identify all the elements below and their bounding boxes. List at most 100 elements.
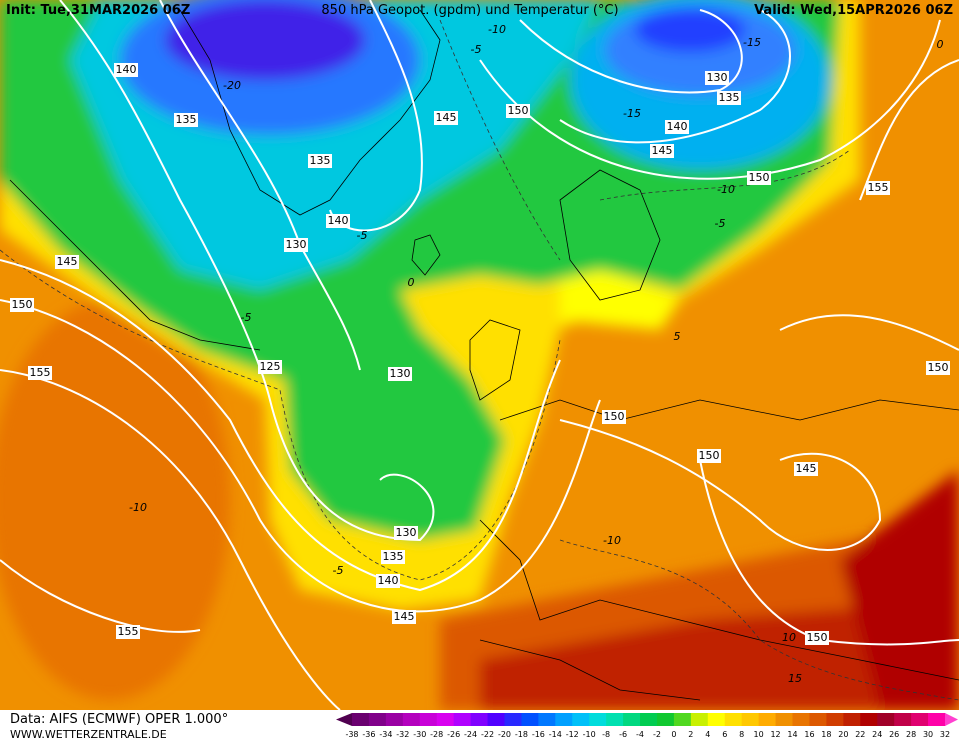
temperature-label: 10 bbox=[782, 631, 796, 644]
legend-label: -14 bbox=[549, 730, 562, 739]
legend-swatch bbox=[843, 713, 861, 726]
legend-swatch bbox=[623, 713, 641, 726]
geopotential-label: 130 bbox=[286, 238, 307, 251]
legend-swatch bbox=[538, 713, 556, 726]
legend-label: 4 bbox=[705, 730, 710, 739]
legend-label: -28 bbox=[430, 730, 443, 739]
geopotential-labels: 140 135 135 140 130 145 150 155 125 130 150 145 130 1… bbox=[10, 63, 950, 645]
legend-swatch bbox=[809, 713, 827, 726]
legend-swatch bbox=[928, 713, 946, 726]
temperature-label: -20 bbox=[223, 79, 241, 92]
legend-swatch bbox=[758, 713, 777, 726]
label-box bbox=[174, 113, 198, 127]
legend-label: 18 bbox=[821, 730, 831, 739]
legend-swatch bbox=[792, 713, 810, 726]
geopotential-label: 150 bbox=[699, 449, 720, 462]
valid-time: Valid: Wed,15APR2026 06Z bbox=[754, 3, 953, 18]
legend-label: -18 bbox=[515, 730, 528, 739]
geopotential-label: 145 bbox=[796, 462, 817, 475]
geopotential-label: 150 bbox=[749, 171, 770, 184]
legend-label: 6 bbox=[722, 730, 727, 739]
label-box bbox=[381, 550, 405, 564]
geopotential-label: 150 bbox=[928, 361, 949, 374]
legend-label: 26 bbox=[889, 730, 899, 739]
geopotential-label: 155 bbox=[868, 181, 889, 194]
legend-arrow bbox=[945, 713, 958, 726]
init-time: Init: Tue,31MAR2026 06Z bbox=[6, 3, 190, 18]
geopotential-label: 125 bbox=[260, 360, 281, 373]
geopotential-label: 130 bbox=[707, 71, 728, 84]
geopotential-label: 140 bbox=[328, 214, 349, 227]
legend-label: -26 bbox=[447, 730, 460, 739]
legend-swatch bbox=[860, 713, 878, 726]
temperature-label: 15 bbox=[788, 672, 802, 685]
legend-swatch bbox=[640, 713, 658, 726]
legend-swatch bbox=[707, 713, 726, 726]
geopotential-label: 145 bbox=[394, 610, 415, 623]
legend-label: 10 bbox=[754, 730, 764, 739]
label-box bbox=[388, 367, 412, 381]
temperature-label: -5 bbox=[715, 217, 726, 230]
label-box bbox=[650, 144, 674, 158]
label-box bbox=[705, 71, 729, 85]
label-box bbox=[114, 63, 138, 77]
label-box bbox=[506, 104, 530, 118]
geopotential-label: 150 bbox=[508, 104, 529, 117]
label-box bbox=[376, 574, 400, 588]
legend-label: 14 bbox=[787, 730, 797, 739]
label-box bbox=[308, 154, 332, 168]
label-box bbox=[434, 111, 458, 125]
legend-label: 8 bbox=[739, 730, 744, 739]
geopotential-label: 150 bbox=[12, 298, 33, 311]
geopotential-label: 150 bbox=[807, 631, 828, 644]
legend-swatch bbox=[453, 713, 472, 726]
legend-label: 24 bbox=[872, 730, 882, 739]
label-box bbox=[794, 462, 818, 476]
label-box bbox=[55, 255, 79, 269]
legend-label: -8 bbox=[602, 730, 610, 739]
legend-swatch bbox=[572, 713, 590, 726]
legend-swatch bbox=[589, 713, 607, 726]
map-title: 850 hPa Geopot. (gpdm) und Temperatur (°… bbox=[321, 3, 618, 18]
geopotential-label: 135 bbox=[719, 91, 740, 104]
temperature-label: 0 bbox=[937, 38, 944, 51]
label-box bbox=[926, 361, 950, 375]
geopotential-label: 140 bbox=[378, 574, 399, 587]
legend-swatch bbox=[741, 713, 760, 726]
geopotential-label: 155 bbox=[30, 366, 51, 379]
label-box bbox=[602, 410, 626, 424]
label-box bbox=[866, 181, 890, 195]
temperature-label: -10 bbox=[129, 501, 147, 514]
legend-label: -16 bbox=[532, 730, 545, 739]
legend-label: 20 bbox=[838, 730, 848, 739]
legend-label: 22 bbox=[855, 730, 865, 739]
label-box bbox=[258, 360, 282, 374]
label-box bbox=[10, 298, 34, 312]
legend-label: -32 bbox=[396, 730, 409, 739]
temperature-label: -5 bbox=[357, 229, 368, 242]
label-box bbox=[116, 625, 140, 639]
geopotential-label: 140 bbox=[116, 63, 137, 76]
geopotential-label: 150 bbox=[604, 410, 625, 423]
temperature-label: -5 bbox=[241, 311, 252, 324]
legend-swatch bbox=[504, 713, 522, 726]
legend-swatch bbox=[877, 713, 895, 726]
legend-swatch bbox=[555, 713, 573, 726]
legend-label: -20 bbox=[498, 730, 511, 739]
legend-swatch bbox=[487, 713, 505, 726]
legend-label: -24 bbox=[464, 730, 477, 739]
coastlines bbox=[9, 9, 959, 701]
legend-swatch bbox=[656, 713, 675, 726]
label-box bbox=[392, 610, 416, 624]
legend-label: 12 bbox=[770, 730, 780, 739]
temperature-label: -5 bbox=[333, 564, 344, 577]
website: WWW.WETTERZENTRALE.DE bbox=[10, 728, 167, 741]
label-box bbox=[805, 631, 829, 645]
geopotential-label: 135 bbox=[383, 550, 404, 563]
geopotential-contours bbox=[0, 0, 959, 646]
temperature-label: 0 bbox=[408, 276, 415, 289]
legend-label: -4 bbox=[636, 730, 644, 739]
legend-swatch bbox=[894, 713, 912, 726]
geopotential-label: 145 bbox=[57, 255, 78, 268]
